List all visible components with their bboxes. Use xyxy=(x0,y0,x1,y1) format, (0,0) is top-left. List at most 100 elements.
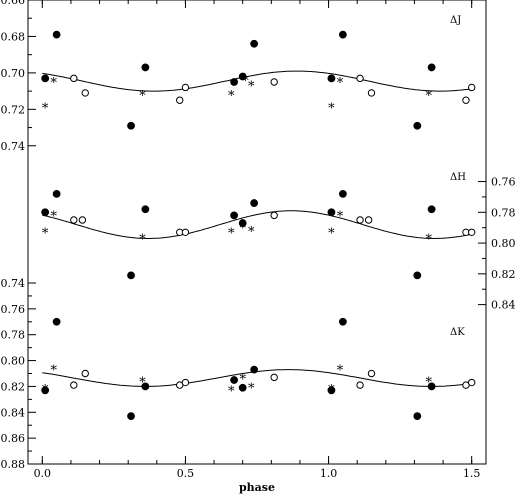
filled-circle-point xyxy=(413,412,422,421)
y-tick-label: 0.80 xyxy=(1,355,26,368)
filled-circle-point xyxy=(338,317,347,326)
open-circle-point xyxy=(270,373,278,382)
asterisk-point: * xyxy=(139,375,146,390)
asterisk-point: * xyxy=(239,373,246,388)
open-circle-point xyxy=(356,216,364,224)
asterisk-point: * xyxy=(328,102,335,117)
asterisk-point: * xyxy=(42,226,49,241)
y-tick-label: 0.86 xyxy=(1,432,26,445)
y-tick-label: 0.76 xyxy=(1,303,26,316)
filled-circle-point xyxy=(127,121,135,130)
fit-curve xyxy=(42,210,472,240)
open-circle-point xyxy=(181,378,190,387)
filled-circle-point xyxy=(41,74,50,83)
open-circle-point xyxy=(70,216,78,224)
y-tick-label: 0.76 xyxy=(491,176,516,189)
asterisk-point: * xyxy=(51,76,58,91)
y-tick-label: 0.88 xyxy=(1,458,26,471)
filled-circle-point xyxy=(52,189,61,198)
filled-circle-point xyxy=(230,211,239,220)
y-tick-label: 0.78 xyxy=(491,206,516,219)
filled-circle-point xyxy=(250,39,259,48)
filled-circle-point xyxy=(327,74,336,83)
filled-circle-point xyxy=(52,30,61,39)
filled-circle-point xyxy=(338,30,347,39)
filled-circle-point xyxy=(250,199,259,207)
y-tick-label: 0.74 xyxy=(1,277,26,290)
filled-circle-point xyxy=(230,78,239,86)
open-circle-point xyxy=(367,89,376,97)
open-circle-point xyxy=(81,369,89,378)
filled-circle-point xyxy=(141,205,150,214)
fit-curve xyxy=(42,70,472,92)
open-circle-point xyxy=(364,216,373,224)
open-circle-point xyxy=(367,369,376,378)
open-circle-point xyxy=(356,74,364,83)
x-tick-label: 0.0 xyxy=(34,467,52,480)
asterisk-point: * xyxy=(51,364,58,379)
asterisk-point: * xyxy=(248,382,255,397)
filled-circle-point xyxy=(127,412,135,421)
x-tick-label: 1.0 xyxy=(320,467,338,480)
open-circle-point xyxy=(356,381,364,389)
y-tick-label: 0.70 xyxy=(1,67,26,80)
asterisk-point: * xyxy=(228,226,235,241)
filled-circle-point xyxy=(52,317,61,326)
filled-circle-point xyxy=(413,121,422,130)
panel-label: ΔK xyxy=(450,327,465,338)
asterisk-point: * xyxy=(248,80,255,95)
asterisk-point: * xyxy=(51,209,58,224)
open-circle-point xyxy=(467,228,476,237)
open-circle-point xyxy=(70,381,78,389)
asterisk-point: * xyxy=(426,232,433,247)
y-tick-label: 0.72 xyxy=(1,103,26,116)
asterisk-point: * xyxy=(328,383,335,398)
y-tick-label: 0.80 xyxy=(491,237,516,250)
filled-circle-point xyxy=(250,365,259,374)
filled-circle-point xyxy=(427,205,436,214)
asterisk-point: * xyxy=(328,226,335,241)
asterisk-point: * xyxy=(426,375,433,390)
filled-circle-point xyxy=(141,63,150,72)
open-circle-point xyxy=(78,216,87,224)
asterisk-point: * xyxy=(139,232,146,247)
asterisk-point: * xyxy=(337,364,344,379)
y-tick-label: 0.84 xyxy=(491,299,516,312)
filled-circle-point xyxy=(238,72,247,81)
open-circle-point xyxy=(467,378,476,387)
axes-layer: 0.0 0.5 1.0 1.5 xyxy=(34,0,481,480)
open-circle-point xyxy=(81,89,89,97)
y-tick-label: 0.82 xyxy=(1,380,26,393)
open-circle-point xyxy=(270,211,278,220)
filled-circle-point xyxy=(127,271,135,280)
y-tick-label: 0.82 xyxy=(491,268,516,281)
filled-circle-point xyxy=(327,386,336,395)
open-circle-point xyxy=(181,83,190,92)
y-tick-label: 0.68 xyxy=(1,30,26,43)
filled-circle-point xyxy=(41,208,50,217)
open-circle-point xyxy=(181,228,190,237)
asterisk-point: * xyxy=(228,89,235,104)
filled-circle-point xyxy=(427,382,436,391)
filled-circle-point xyxy=(413,271,422,280)
filled-circle-point xyxy=(338,189,347,198)
open-circle-point xyxy=(70,74,78,83)
asterisk-point: * xyxy=(337,209,344,224)
asterisk-point: * xyxy=(42,383,49,398)
filled-circle-point xyxy=(427,63,436,72)
asterisk-point: * xyxy=(239,222,246,237)
asterisk-point: * xyxy=(42,102,49,117)
x-tick-label: 1.5 xyxy=(463,467,481,480)
x-axis-title: phase xyxy=(239,481,275,494)
filled-circle-point xyxy=(238,383,247,392)
filled-circle-point xyxy=(238,219,247,227)
panel-label: ΔJ xyxy=(450,15,461,26)
asterisk-point: * xyxy=(139,89,146,104)
open-circle-point xyxy=(176,96,184,104)
filled-circle-point xyxy=(41,386,50,395)
